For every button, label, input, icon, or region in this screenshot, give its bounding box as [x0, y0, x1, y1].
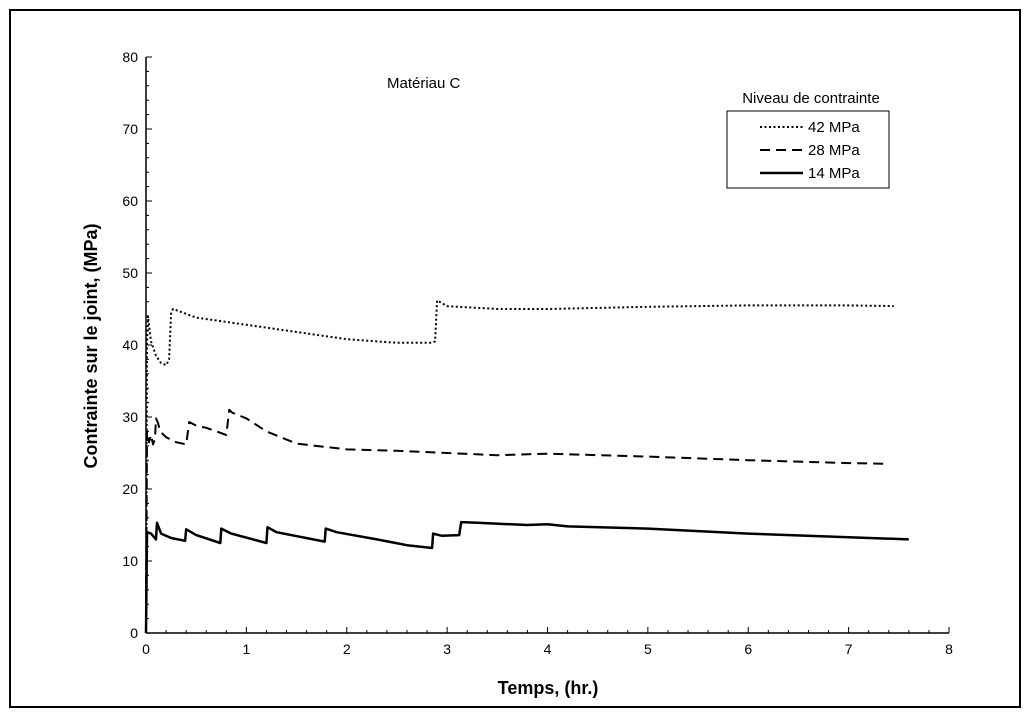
x-tick-label: 7: [845, 641, 853, 657]
legend-label-1: 42 MPa: [808, 119, 860, 136]
y-tick-label: 0: [130, 625, 138, 641]
series-line-3: [144, 520, 909, 634]
legend-box: [726, 110, 890, 189]
legend-entries: 42 MPa 28 MPa 14 MPa: [760, 119, 860, 182]
chart-ticks: 0 10 20 30 40 50 60 70 80 0 1 2 3 4 5 6 7 8: [122, 49, 953, 657]
y-tick-label: 50: [122, 265, 138, 281]
series-line-2: [145, 408, 889, 634]
legend-title: Niveau de contrainte: [742, 90, 880, 107]
series-line-1: [145, 299, 894, 634]
x-tick-label: 3: [443, 641, 451, 657]
legend-label-3: 14 MPa: [808, 165, 860, 182]
y-tick-label: 20: [122, 481, 138, 497]
y-tick-label: 10: [122, 553, 138, 569]
y-tick-label: 60: [122, 193, 138, 209]
y-tick-label: 40: [122, 337, 138, 353]
x-tick-label: 1: [242, 641, 250, 657]
annotation-label: Matériau C: [387, 75, 461, 92]
x-tick-label: 6: [744, 641, 752, 657]
x-axis-title: Temps, (hr.): [498, 678, 599, 698]
y-tick-label: 30: [122, 409, 138, 425]
chart-series: [144, 299, 909, 634]
x-tick-label: 8: [945, 641, 953, 657]
x-tick-label: 2: [343, 641, 351, 657]
legend-label-2: 28 MPa: [808, 142, 860, 159]
y-tick-label: 80: [122, 49, 138, 65]
x-tick-label: 0: [142, 641, 150, 657]
x-tick-label: 5: [644, 641, 652, 657]
y-tick-label: 70: [122, 121, 138, 137]
y-axis-title: Contrainte sur le joint, (MPa): [81, 223, 101, 468]
legend: Niveau de contrainte 42 MPa 28 MPa 14 MPa: [726, 90, 890, 189]
x-tick-label: 4: [544, 641, 552, 657]
